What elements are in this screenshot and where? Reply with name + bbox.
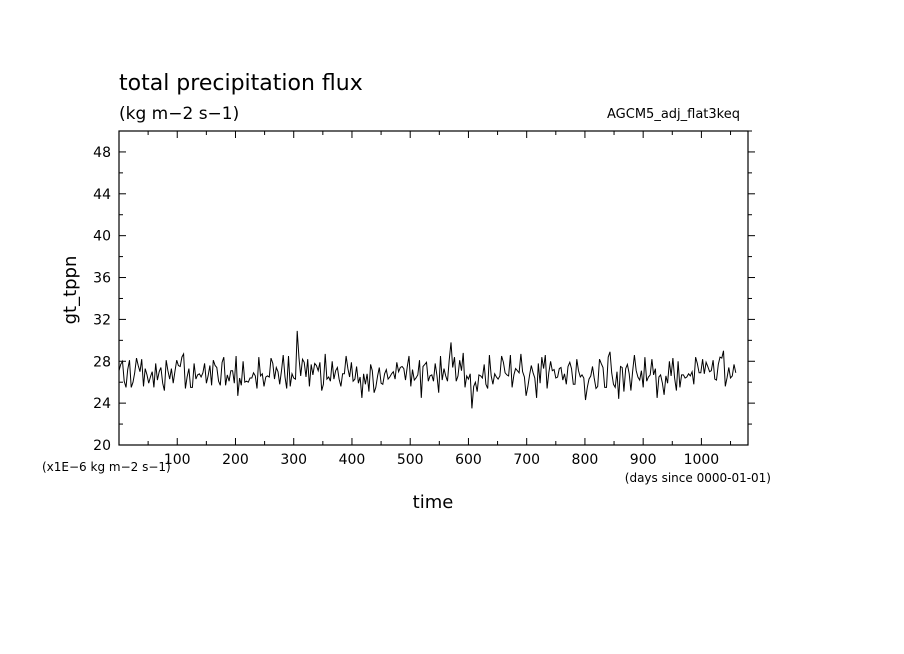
dataset-label: AGCM5_adj_flat3keq [607, 107, 740, 122]
x-tick-label: 200 [222, 452, 249, 468]
y-tick-labels: 20 24 28 32 36 40 44 48 [93, 145, 111, 454]
x-tick-label: 300 [280, 452, 307, 468]
x-tick-label: 900 [630, 452, 657, 468]
x-tick-label: 1000 [684, 452, 720, 468]
x-tick-labels: 100 200 300 400 500 600 700 800 900 1000 [164, 452, 719, 468]
axis-ticks [119, 130, 755, 445]
y-tick-label: 44 [93, 187, 111, 203]
x-tick-label: 600 [455, 452, 482, 468]
x-tick-label: 700 [513, 452, 540, 468]
y-tick-label: 28 [93, 354, 111, 370]
x-tick-label: 100 [164, 452, 191, 468]
y-tick-label: 40 [93, 229, 111, 245]
y-tick-label: 48 [93, 145, 111, 161]
x-tick-label: 500 [397, 452, 424, 468]
series-line [118, 330, 737, 409]
y-tick-label: 20 [93, 438, 111, 454]
plot-frame [118, 130, 749, 446]
chart-subtitle: (kg m−2 s−1) [119, 104, 239, 124]
y-tick-label: 36 [93, 271, 111, 287]
x-tick-label: 800 [572, 452, 599, 468]
y-unit-label: (x1E−6 kg m−2 s−1) [42, 460, 171, 474]
x-axis-label: time [413, 492, 454, 513]
x-unit-label: (days since 0000-01-01) [625, 471, 771, 485]
y-tick-label: 24 [93, 396, 111, 412]
y-tick-label: 32 [93, 312, 111, 328]
chart-title: total precipitation flux [119, 71, 363, 96]
x-tick-label: 400 [339, 452, 366, 468]
y-axis-label: gt_tppn [60, 256, 81, 325]
